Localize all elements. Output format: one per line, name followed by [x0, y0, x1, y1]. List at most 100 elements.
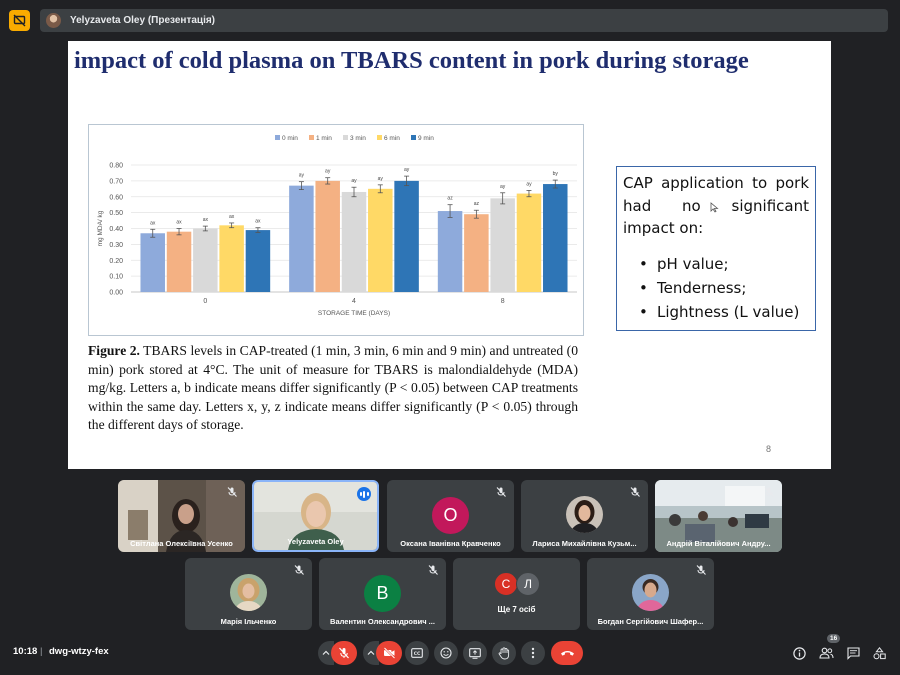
presenter-chip[interactable]: Yelyzaveta Oley (Презентація)	[40, 9, 888, 32]
end-call-button[interactable]	[551, 641, 583, 665]
legend-label: 1 min	[316, 135, 332, 142]
mouse-cursor-icon	[710, 202, 719, 213]
chat-button[interactable]	[845, 645, 861, 661]
data-label: ay	[299, 173, 305, 179]
more-participants-label: Ще 7 осіб	[497, 605, 536, 614]
legend-swatch	[275, 135, 280, 140]
bar	[219, 225, 244, 292]
captions-button[interactable]: CC	[405, 641, 429, 665]
clock: 10:18	[13, 646, 38, 657]
data-label: ay	[526, 181, 532, 187]
participant-tile[interactable]: О Оксана Іванівна Кравченко	[387, 480, 514, 552]
mic-toggle-button[interactable]	[331, 641, 357, 665]
figure-caption: Figure 2. TBARS levels in CAP-treated (1…	[88, 342, 578, 435]
y-axis-label: mg MDA/ kg	[97, 210, 104, 246]
raise-hand-button[interactable]	[492, 641, 516, 665]
participant-tile[interactable]: В Валентин Олександрович ...	[319, 558, 446, 630]
more-participants-tile[interactable]: С Л Ще 7 осіб	[453, 558, 580, 630]
mic-options-button[interactable]	[318, 641, 334, 665]
meeting-code: dwg-wtzy-fex	[49, 646, 109, 657]
bar	[315, 180, 340, 292]
legend-swatch	[377, 135, 382, 140]
mic-off-icon	[696, 565, 706, 575]
participant-tile[interactable]: Лариса Михайлівна Кузьм...	[521, 480, 648, 552]
activities-button[interactable]	[871, 645, 887, 661]
legend-label: 6 min	[384, 135, 400, 142]
data-label: ax	[203, 217, 209, 223]
data-label: ay	[351, 178, 357, 184]
participant-avatar: О	[432, 497, 469, 534]
mic-off-icon	[764, 487, 774, 497]
bar	[394, 180, 419, 292]
meeting-details-button[interactable]	[791, 645, 807, 661]
x-axis-label: STORAGE TIME (DAYS)	[318, 310, 390, 317]
captions-icon: CC	[411, 648, 423, 658]
legend-label: 9 min	[418, 135, 434, 142]
y-tick-label: 0.50	[109, 210, 123, 217]
present-screen-button[interactable]	[463, 641, 487, 665]
participant-avatar	[632, 574, 669, 611]
participant-tile[interactable]: Yelyzaveta Oley	[252, 480, 379, 552]
more-vertical-icon	[531, 647, 535, 659]
y-tick-label: 0.10	[109, 274, 123, 281]
bar	[437, 211, 463, 292]
y-tick-label: 0.60	[109, 194, 123, 201]
bar	[464, 214, 489, 292]
caption-label: Figure 2.	[88, 343, 140, 358]
mic-off-icon	[496, 487, 506, 497]
slide-number: 8	[766, 444, 772, 454]
svg-text:CC: CC	[414, 651, 421, 657]
data-label: az	[447, 196, 453, 202]
data-label: ax	[255, 219, 261, 225]
presenting-warning-icon[interactable]	[9, 10, 30, 31]
participant-video	[655, 480, 782, 552]
participants-button[interactable]	[818, 645, 834, 661]
shared-slide: impact of cold plasma on TBARS content i…	[68, 41, 831, 469]
mic-off-icon	[294, 565, 304, 575]
reactions-button[interactable]	[434, 641, 458, 665]
data-label: az	[474, 201, 480, 207]
participant-avatar: С	[494, 572, 518, 596]
tbars-chart: 0.00 0.10 0.20 0.30 0.40 0.50 0.60 0.70 0.80 mg M…	[88, 124, 584, 336]
y-tick-label: 0.20	[109, 258, 123, 265]
bar	[245, 230, 271, 292]
data-label: ax	[229, 214, 235, 220]
participant-tile[interactable]: Андрій Віталійович Андру...	[655, 480, 782, 552]
bar	[193, 228, 218, 292]
caption-text: TBARS levels in CAP-treated (1 min, 3 mi…	[88, 343, 579, 433]
more-options-button[interactable]	[521, 641, 545, 665]
participant-name: Марія Ільченко	[220, 617, 277, 626]
info-list: pH value; Tenderness; Lightness (L value…	[623, 252, 809, 324]
participant-name: Лариса Михайлівна Кузьм...	[532, 539, 637, 548]
mic-off-icon	[630, 487, 640, 497]
legend-swatch	[343, 135, 348, 140]
participant-tile[interactable]: Світлана Олексіївна Усенко	[118, 480, 245, 552]
data-label: ax	[176, 220, 182, 226]
chat-icon	[846, 646, 860, 660]
activities-icon	[873, 646, 886, 659]
y-tick-label: 0.80	[109, 163, 123, 170]
people-icon	[818, 647, 833, 659]
participant-video	[118, 480, 245, 552]
participant-tile[interactable]: Марія Ільченко	[185, 558, 312, 630]
camera-options-button[interactable]	[363, 641, 379, 665]
presenter-label: Yelyzaveta Oley (Презентація)	[70, 15, 216, 26]
camera-off-icon	[383, 647, 395, 659]
y-tick-label: 0.30	[109, 242, 123, 249]
more-participants-avatars: С Л	[494, 572, 542, 596]
participant-tile[interactable]: Богдан Сергійович Шафер...	[587, 558, 714, 630]
data-label: ay	[325, 169, 331, 175]
participant-name: Yelyzaveta Oley	[287, 537, 344, 546]
camera-toggle-button[interactable]	[376, 641, 402, 665]
raise-hand-icon	[498, 646, 510, 659]
x-tick-label: 0	[203, 298, 207, 305]
info-item-tenderness: Tenderness;	[639, 276, 809, 300]
x-tick-label: 8	[501, 298, 505, 305]
bar	[516, 193, 542, 292]
end-call-icon	[560, 651, 574, 656]
legend-label: 0 min	[282, 135, 298, 142]
bar	[166, 231, 192, 292]
participant-video	[254, 482, 377, 550]
participant-name: Світлана Олексіївна Усенко	[130, 539, 233, 548]
chart-svg: 0.00 0.10 0.20 0.30 0.40 0.50 0.60 0.70 0.80 mg M…	[97, 135, 577, 317]
